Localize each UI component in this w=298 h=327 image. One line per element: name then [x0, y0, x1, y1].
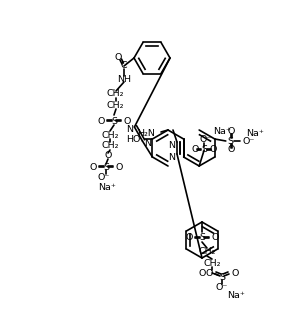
Text: O⁻: O⁻ — [200, 135, 212, 145]
Text: H₂N: H₂N — [137, 129, 155, 139]
Text: O: O — [231, 268, 238, 278]
Text: CH₂: CH₂ — [198, 248, 216, 256]
Text: O: O — [192, 146, 199, 154]
Text: Na⁺: Na⁺ — [227, 290, 245, 300]
Text: S: S — [199, 233, 205, 243]
Text: O: O — [98, 116, 105, 126]
Text: NH: NH — [117, 75, 131, 83]
Text: O⁻: O⁻ — [216, 283, 228, 291]
Text: O: O — [123, 116, 131, 126]
Text: CH₂: CH₂ — [203, 259, 221, 267]
Text: HO: HO — [126, 134, 140, 144]
Text: N: N — [126, 125, 133, 133]
Text: O: O — [206, 268, 213, 278]
Text: O⁻: O⁻ — [243, 136, 255, 146]
Text: Na⁺: Na⁺ — [98, 182, 116, 192]
Text: O: O — [90, 163, 97, 171]
Text: O⁻: O⁻ — [98, 173, 110, 181]
Text: Na⁺: Na⁺ — [213, 128, 231, 136]
Text: CH₂: CH₂ — [106, 100, 124, 110]
Text: N: N — [168, 141, 176, 149]
Text: S: S — [103, 163, 109, 171]
Text: O: O — [227, 128, 235, 136]
Text: O: O — [209, 146, 217, 154]
Text: N: N — [168, 152, 176, 162]
Text: Na⁺: Na⁺ — [246, 129, 264, 137]
Text: O: O — [227, 146, 235, 154]
Text: C: C — [121, 61, 127, 71]
Text: O: O — [211, 233, 218, 243]
Text: O: O — [114, 54, 122, 62]
Text: S: S — [228, 136, 234, 146]
Text: O: O — [186, 233, 193, 243]
Text: O: O — [115, 163, 122, 171]
Text: CH₂: CH₂ — [106, 90, 124, 98]
Text: N: N — [144, 139, 151, 147]
Text: S: S — [201, 146, 207, 154]
Text: O: O — [199, 268, 206, 278]
Text: CH₂: CH₂ — [101, 130, 119, 140]
Text: O: O — [104, 151, 112, 161]
Text: S: S — [111, 116, 117, 126]
Text: S: S — [219, 272, 225, 282]
Text: CH₂: CH₂ — [101, 142, 119, 150]
